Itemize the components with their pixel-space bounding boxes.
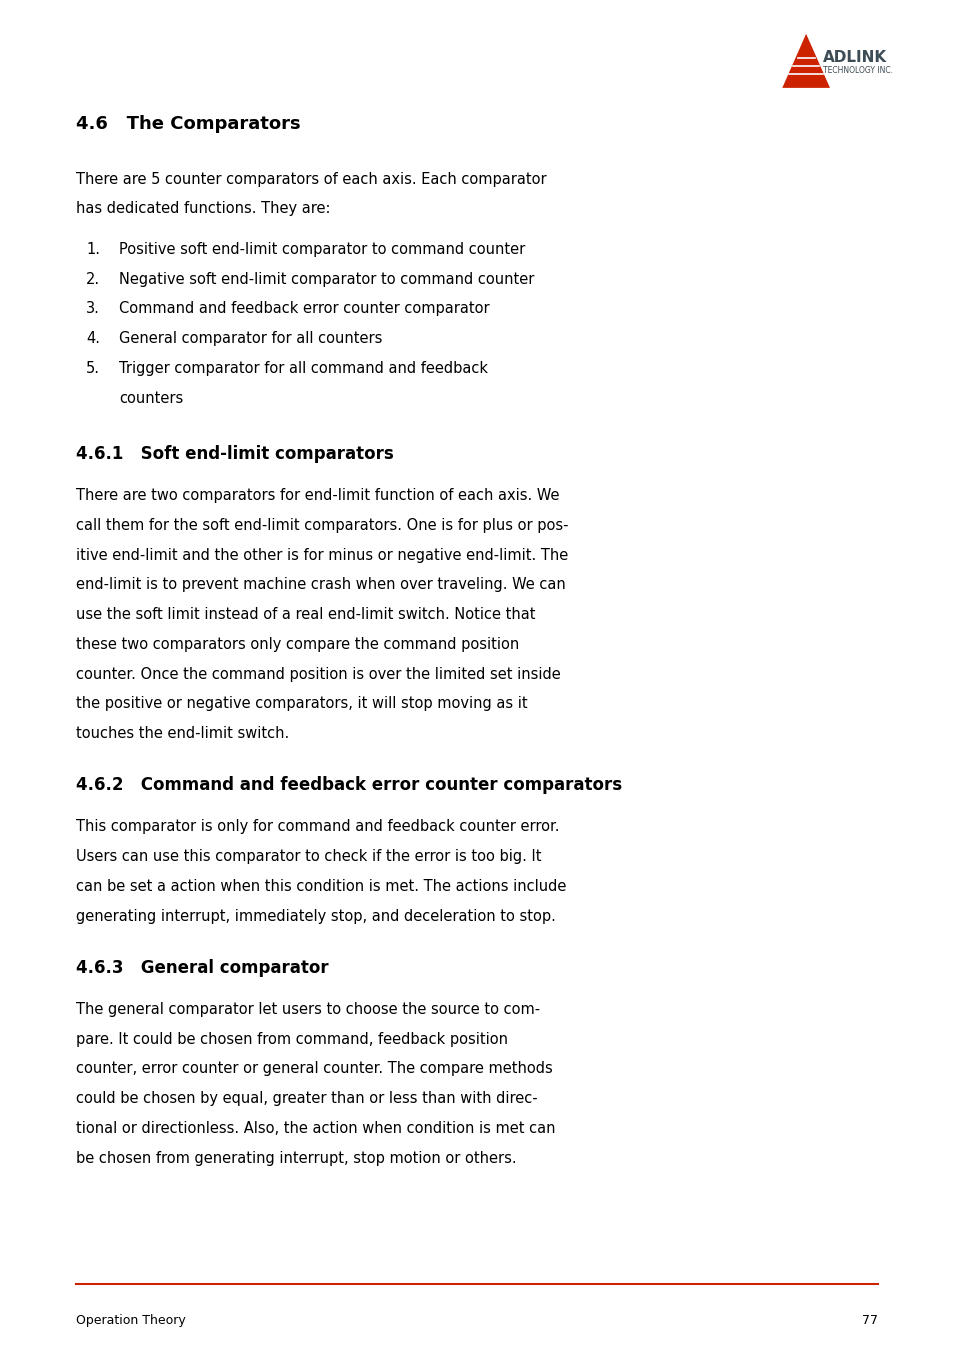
Text: generating interrupt, immediately stop, and deceleration to stop.: generating interrupt, immediately stop, … [76,909,556,923]
Text: 4.6.3   General comparator: 4.6.3 General comparator [76,959,329,976]
Text: the positive or negative comparators, it will stop moving as it: the positive or negative comparators, it… [76,696,527,711]
Text: 5.: 5. [86,361,100,376]
Text: The general comparator let users to choose the source to com-: The general comparator let users to choo… [76,1002,540,1017]
Text: Negative soft end-limit comparator to command counter: Negative soft end-limit comparator to co… [119,272,534,287]
Text: touches the end-limit switch.: touches the end-limit switch. [76,726,290,741]
Text: can be set a action when this condition is met. The actions include: can be set a action when this condition … [76,879,566,894]
Text: Users can use this comparator to check if the error is too big. It: Users can use this comparator to check i… [76,849,541,864]
Text: pare. It could be chosen from command, feedback position: pare. It could be chosen from command, f… [76,1032,508,1046]
Text: itive end-limit and the other is for minus or negative end-limit. The: itive end-limit and the other is for min… [76,548,568,562]
Text: 4.6.2   Command and feedback error counter comparators: 4.6.2 Command and feedback error counter… [76,776,621,794]
Text: This comparator is only for command and feedback counter error.: This comparator is only for command and … [76,819,559,834]
Text: counters: counters [119,391,183,406]
Text: Positive soft end-limit comparator to command counter: Positive soft end-limit comparator to co… [119,242,525,257]
Text: TECHNOLOGY INC.: TECHNOLOGY INC. [822,66,892,76]
Text: Trigger comparator for all command and feedback: Trigger comparator for all command and f… [119,361,488,376]
Text: tional or directionless. Also, the action when condition is met can: tional or directionless. Also, the actio… [76,1121,556,1136]
Text: these two comparators only compare the command position: these two comparators only compare the c… [76,637,519,652]
Text: 4.6.1   Soft end-limit comparators: 4.6.1 Soft end-limit comparators [76,445,394,462]
Text: General comparator for all counters: General comparator for all counters [119,331,382,346]
Text: use the soft limit instead of a real end-limit switch. Notice that: use the soft limit instead of a real end… [76,607,536,622]
Text: Operation Theory: Operation Theory [76,1314,186,1328]
Text: 3.: 3. [86,301,100,316]
Text: counter, error counter or general counter. The compare methods: counter, error counter or general counte… [76,1061,553,1076]
Text: Command and feedback error counter comparator: Command and feedback error counter compa… [119,301,489,316]
Text: 2.: 2. [86,272,100,287]
Text: There are 5 counter comparators of each axis. Each comparator: There are 5 counter comparators of each … [76,172,546,187]
Text: call them for the soft end-limit comparators. One is for plus or pos-: call them for the soft end-limit compara… [76,518,568,533]
Text: could be chosen by equal, greater than or less than with direc-: could be chosen by equal, greater than o… [76,1091,537,1106]
Text: ADLINK: ADLINK [822,50,886,65]
Text: 4.: 4. [86,331,100,346]
Text: There are two comparators for end-limit function of each axis. We: There are two comparators for end-limit … [76,488,559,503]
Text: 77: 77 [861,1314,877,1328]
Text: end-limit is to prevent machine crash when over traveling. We can: end-limit is to prevent machine crash wh… [76,577,565,592]
Text: counter. Once the command position is over the limited set inside: counter. Once the command position is ov… [76,667,560,681]
Text: be chosen from generating interrupt, stop motion or others.: be chosen from generating interrupt, sto… [76,1151,517,1165]
Polygon shape [781,34,829,88]
Text: 4.6   The Comparators: 4.6 The Comparators [76,115,300,132]
Text: has dedicated functions. They are:: has dedicated functions. They are: [76,201,331,216]
Text: 1.: 1. [86,242,100,257]
